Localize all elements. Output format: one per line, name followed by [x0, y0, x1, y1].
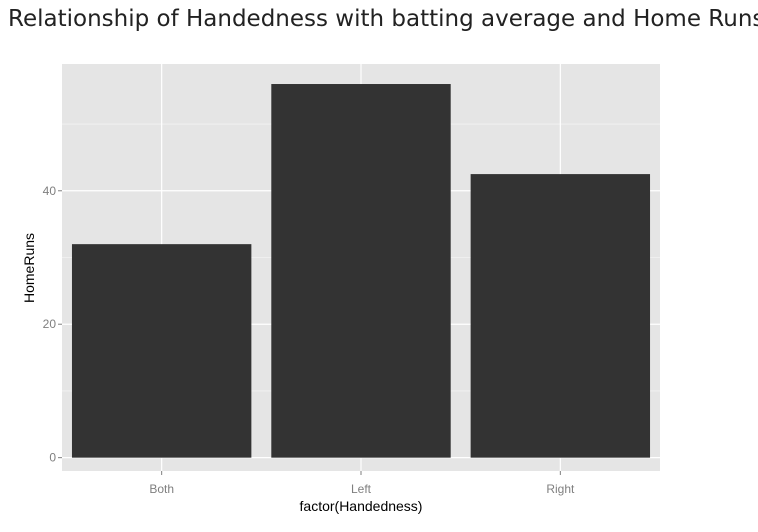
x-tick-label: Right	[546, 482, 575, 496]
y-tick-label: 20	[43, 317, 57, 331]
y-axis-title: HomeRuns	[21, 233, 37, 303]
chart-title: Relationship of Handedness with batting …	[8, 6, 758, 32]
bar-left	[271, 84, 451, 458]
bar-right	[470, 174, 651, 458]
x-axis-ticks: Both Left Right	[149, 471, 575, 496]
y-tick-label: 40	[43, 184, 57, 198]
x-axis-title: factor(Handedness)	[300, 498, 423, 514]
bar-both	[71, 244, 252, 458]
x-tick-label: Both	[149, 482, 174, 496]
x-tick-label: Left	[351, 482, 372, 496]
bars	[71, 84, 651, 458]
y-tick-label: 0	[49, 451, 56, 465]
y-axis-ticks: 0 20 40	[43, 184, 62, 465]
